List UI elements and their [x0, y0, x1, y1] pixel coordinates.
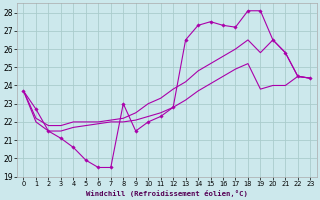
X-axis label: Windchill (Refroidissement éolien,°C): Windchill (Refroidissement éolien,°C) — [86, 190, 248, 197]
